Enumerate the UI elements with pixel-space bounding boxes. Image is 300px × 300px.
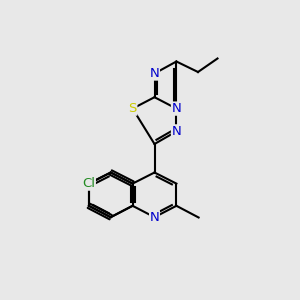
Text: N: N xyxy=(172,125,181,138)
Text: N: N xyxy=(150,211,159,224)
Text: N: N xyxy=(150,67,159,80)
Text: N: N xyxy=(172,102,181,115)
Text: S: S xyxy=(128,102,137,115)
Text: Cl: Cl xyxy=(82,177,95,190)
